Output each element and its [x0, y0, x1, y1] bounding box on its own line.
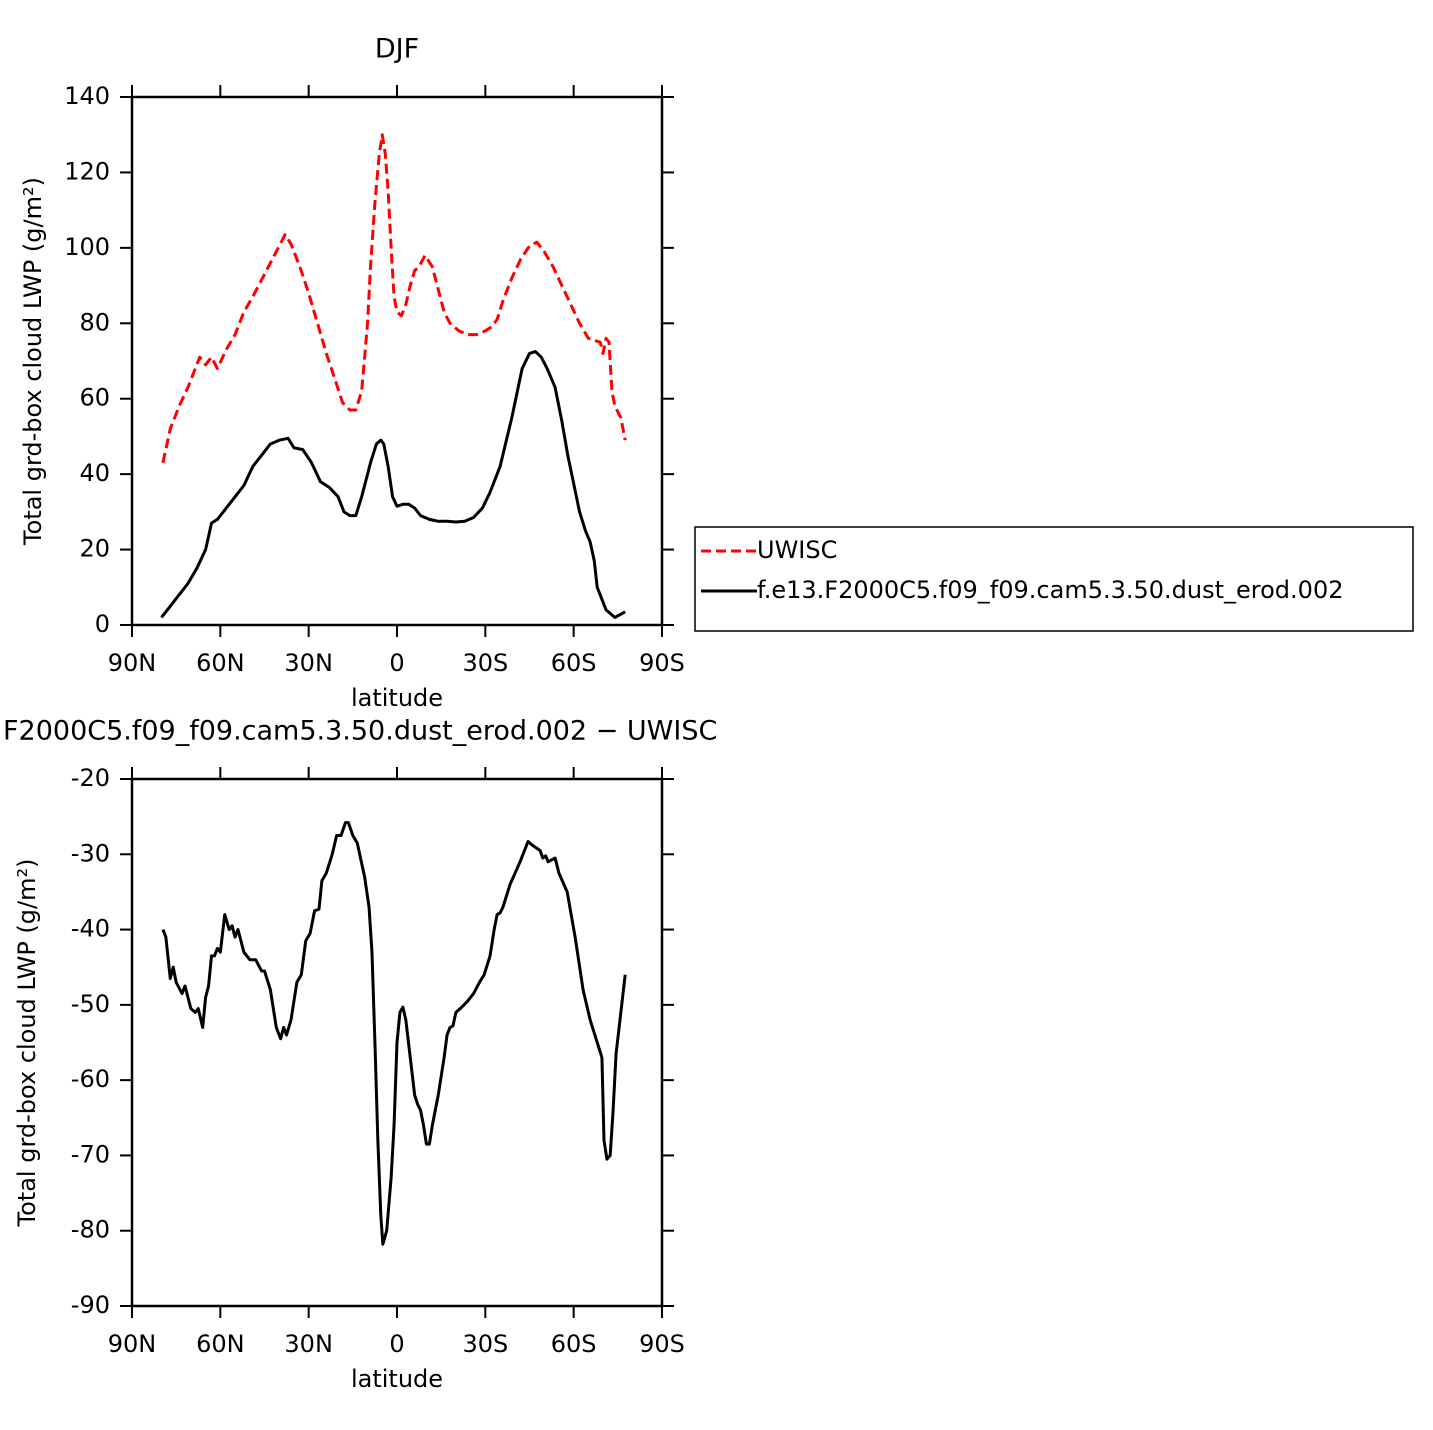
y-tick-label: 40: [79, 459, 110, 487]
x-tick-label: 60S: [551, 649, 597, 677]
plot-frame: [130, 777, 664, 1308]
y-tick-label: 80: [79, 308, 110, 336]
x-axis-label: latitude: [351, 1365, 443, 1393]
y-tick-label: -70: [71, 1140, 110, 1168]
x-tick-label: 90N: [108, 1330, 157, 1358]
y-tick-label: 120: [64, 157, 110, 185]
x-tick-label: 0: [389, 649, 404, 677]
y-tick-label: -90: [71, 1291, 110, 1319]
x-tick-label: 90S: [639, 649, 685, 677]
y-tick-label: 20: [79, 535, 110, 563]
x-tick-label: 30N: [284, 649, 333, 677]
y-tick-label: 140: [64, 82, 110, 110]
y-tick-label: 0: [95, 610, 110, 638]
data-line: [161, 821, 627, 1246]
x-tick-label: 30N: [284, 1330, 333, 1358]
data-line: [161, 133, 627, 464]
chart-title: F2000C5.f09_f09.cam5.3.50.dust_erod.002 …: [3, 716, 717, 747]
data-line: [160, 350, 626, 619]
legend-label: UWISC: [757, 536, 837, 564]
y-tick-label: -40: [71, 915, 110, 943]
x-tick-label: 60N: [196, 1330, 245, 1358]
y-tick-label: 100: [64, 233, 110, 261]
x-tick-label: 90N: [108, 649, 157, 677]
y-tick-label: -60: [71, 1065, 110, 1093]
y-tick-label: -30: [71, 839, 110, 867]
y-tick-label: 60: [79, 384, 110, 412]
x-tick-label: 30S: [462, 649, 508, 677]
x-tick-label: 60N: [196, 649, 245, 677]
x-tick-label: 0: [389, 1330, 404, 1358]
y-tick-label: -50: [71, 990, 110, 1018]
x-tick-label: 60S: [551, 1330, 597, 1358]
x-tick-label: 30S: [462, 1330, 508, 1358]
y-axis-label: Total grd-box cloud LWP (g/m²): [13, 859, 41, 1228]
x-tick-label: 90S: [639, 1330, 685, 1358]
chart-title: DJF: [375, 34, 419, 65]
plot-frame: [130, 95, 664, 627]
x-axis-label: latitude: [351, 684, 443, 712]
y-tick-label: -80: [71, 1216, 110, 1244]
y-tick-label: -20: [71, 764, 110, 792]
legend-box: [694, 526, 1414, 632]
legend-label: f.e13.F2000C5.f09_f09.cam5.3.50.dust_ero…: [757, 576, 1343, 604]
y-axis-label: Total grd-box cloud LWP (g/m²): [19, 177, 47, 546]
